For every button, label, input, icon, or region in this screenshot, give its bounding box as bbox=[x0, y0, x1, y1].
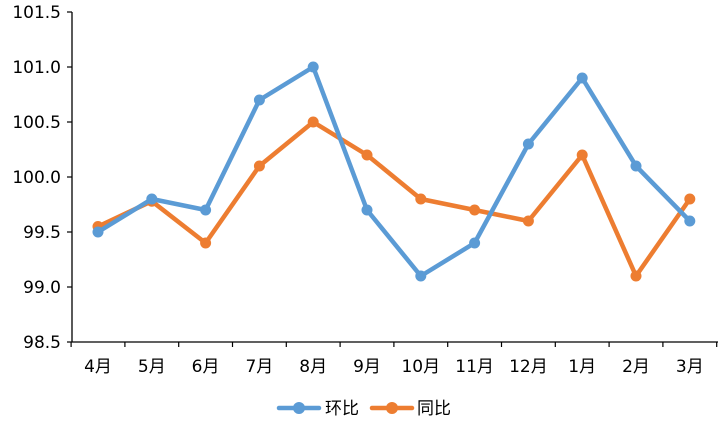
data-point bbox=[361, 204, 373, 216]
data-point bbox=[361, 149, 373, 161]
x-tick-label: 2月 bbox=[622, 357, 650, 377]
x-tick-label: 5月 bbox=[138, 357, 166, 377]
x-tick-label: 3月 bbox=[676, 357, 704, 377]
data-point bbox=[307, 61, 319, 73]
y-tick-label: 98.5 bbox=[23, 333, 61, 353]
series-lines bbox=[92, 61, 696, 282]
y-tick-label: 100.0 bbox=[12, 168, 61, 188]
data-point bbox=[469, 204, 481, 216]
x-tick-label: 9月 bbox=[353, 357, 381, 377]
y-tick-label: 99.0 bbox=[23, 278, 61, 298]
x-tick-label: 8月 bbox=[299, 357, 327, 377]
legend-marker-icon bbox=[293, 402, 305, 414]
legend-item-tongbi: 同比 bbox=[369, 399, 451, 419]
data-point bbox=[307, 116, 319, 128]
axes: 98.5 99.0 99.5 100.0 100.5 101.0 101.5 4月 5月 6月 7月… bbox=[12, 3, 718, 377]
y-tick-label: 101.0 bbox=[12, 58, 61, 78]
legend: 环比 同比 bbox=[276, 399, 451, 419]
data-point bbox=[200, 237, 212, 249]
data-point bbox=[200, 204, 212, 216]
series-line bbox=[95, 64, 693, 279]
y-tick-label: 101.5 bbox=[12, 3, 61, 23]
legend-label: 同比 bbox=[417, 399, 451, 419]
series-tongbi bbox=[92, 116, 696, 282]
legend-item-huanbi: 环比 bbox=[276, 399, 359, 419]
data-point bbox=[415, 270, 427, 282]
y-tick-label: 99.5 bbox=[23, 223, 61, 243]
series-line bbox=[95, 119, 693, 279]
series-huanbi bbox=[92, 61, 696, 282]
data-point bbox=[522, 215, 534, 227]
y-tick-label: 100.5 bbox=[12, 113, 61, 133]
legend-marker-icon bbox=[386, 402, 398, 414]
x-tick-label: 4月 bbox=[84, 357, 112, 377]
data-point bbox=[253, 160, 265, 172]
data-point bbox=[253, 94, 265, 106]
x-tick-label: 11月 bbox=[455, 357, 494, 377]
data-point bbox=[415, 193, 427, 205]
x-tick-label: 6月 bbox=[192, 357, 220, 377]
data-point bbox=[630, 270, 642, 282]
data-point bbox=[576, 72, 588, 84]
x-tick-label: 7月 bbox=[245, 357, 273, 377]
x-tick-label: 12月 bbox=[509, 357, 548, 377]
data-point bbox=[146, 193, 158, 205]
data-point bbox=[684, 193, 696, 205]
data-point bbox=[576, 149, 588, 161]
data-point bbox=[92, 226, 104, 238]
data-point bbox=[630, 160, 642, 172]
data-point bbox=[469, 237, 481, 249]
legend-label: 环比 bbox=[325, 399, 359, 419]
x-tick-label: 10月 bbox=[401, 357, 440, 377]
x-tick-label: 1月 bbox=[568, 357, 596, 377]
data-point bbox=[522, 138, 534, 150]
data-point bbox=[684, 215, 696, 227]
